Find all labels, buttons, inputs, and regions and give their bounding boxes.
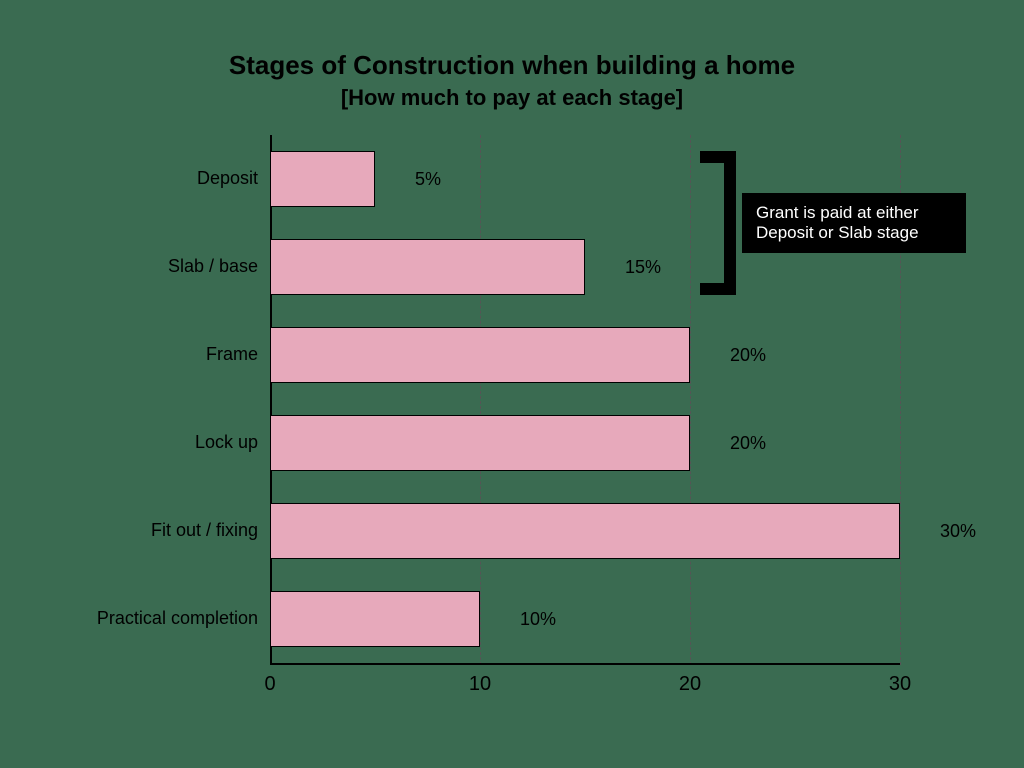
x-tick-label: 10 xyxy=(469,673,491,696)
annotation-bracket xyxy=(700,151,736,295)
value-label: 30% xyxy=(940,521,976,542)
chart-subtitle: [How much to pay at each stage] xyxy=(60,85,964,111)
category-label: Frame xyxy=(206,344,258,365)
category-label: Slab / base xyxy=(168,256,258,277)
gridline xyxy=(690,135,691,665)
x-tick-label: 20 xyxy=(679,673,701,696)
bar xyxy=(270,591,480,647)
category-label: Practical completion xyxy=(97,608,258,629)
category-label: Deposit xyxy=(197,168,258,189)
plot-area: 0102030Deposit5%Slab / base15%Frame20%Lo… xyxy=(270,135,900,665)
value-label: 20% xyxy=(730,345,766,366)
chart-container: Stages of Construction when building a h… xyxy=(60,50,964,718)
bar xyxy=(270,327,690,383)
category-label: Fit out / fixing xyxy=(151,520,258,541)
bar xyxy=(270,415,690,471)
x-axis xyxy=(270,663,900,665)
value-label: 15% xyxy=(625,257,661,278)
bar xyxy=(270,503,900,559)
y-axis xyxy=(270,135,272,665)
bar xyxy=(270,151,375,207)
annotation-box: Grant is paid at either Deposit or Slab … xyxy=(742,193,966,253)
bar xyxy=(270,239,585,295)
chart-title: Stages of Construction when building a h… xyxy=(60,50,964,81)
value-label: 10% xyxy=(520,609,556,630)
x-tick-label: 30 xyxy=(889,673,911,696)
x-tick-label: 0 xyxy=(264,673,275,696)
gridline xyxy=(480,135,481,665)
category-label: Lock up xyxy=(195,432,258,453)
value-label: 20% xyxy=(730,433,766,454)
value-label: 5% xyxy=(415,169,441,190)
